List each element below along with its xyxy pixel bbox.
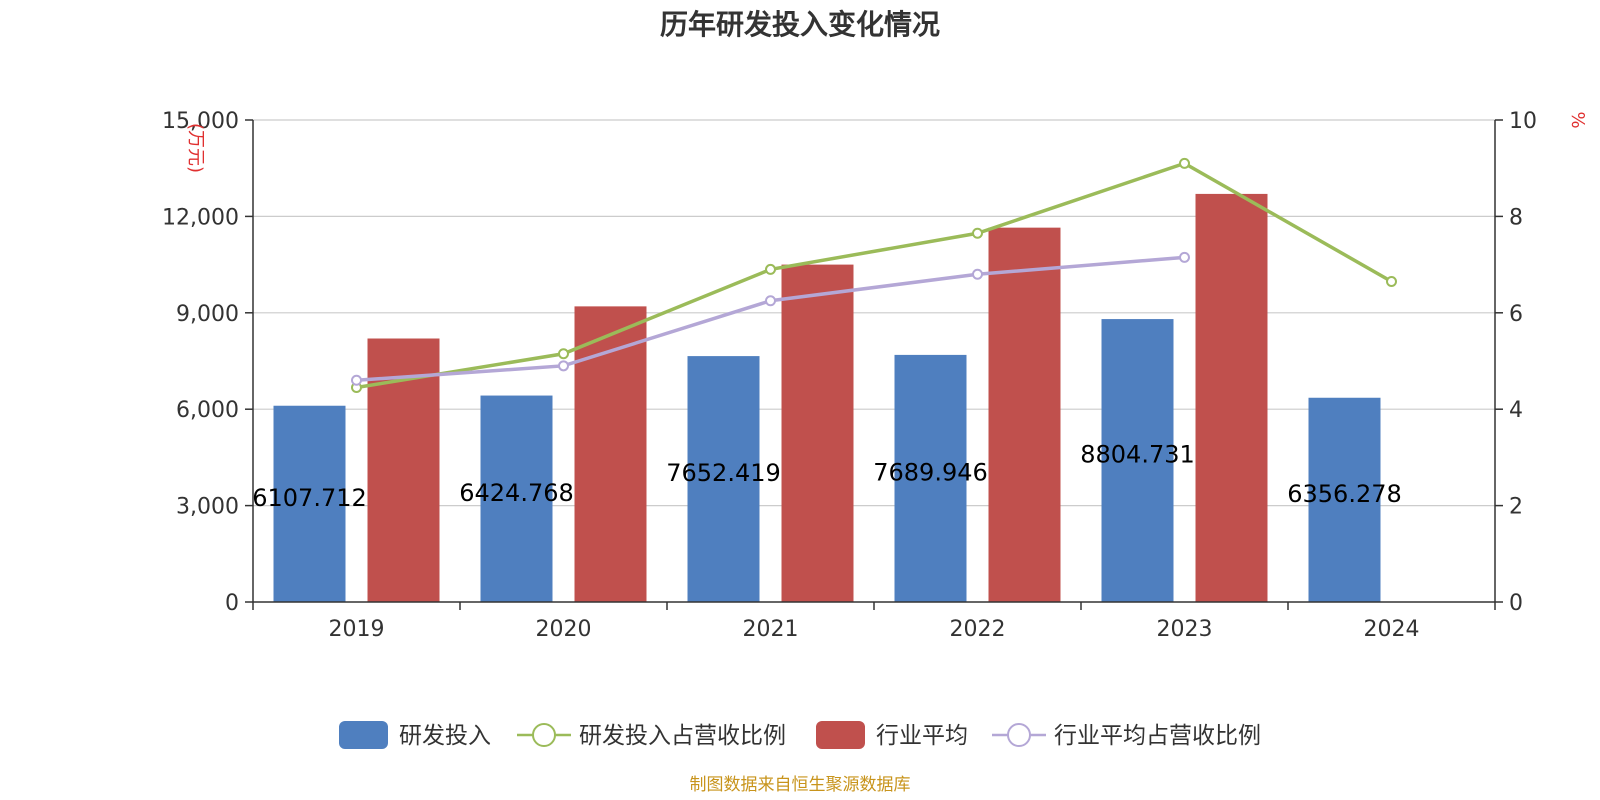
bar-rd-investment <box>687 356 760 602</box>
legend-swatch-0 <box>339 721 388 749</box>
left-axis-tick-label: 3,000 <box>176 495 239 520</box>
line-point <box>558 360 569 372</box>
legend-swatch-2 <box>816 721 865 749</box>
axes: 0 3,000 6,000 9,000 12,000 15,000 0 2 4 6 8 10 (万元)%… <box>162 109 1588 642</box>
bar-labels: 6107.712 6424.768 7652.419 7689.946 8804.731… <box>252 441 1402 512</box>
line-rd-ratio <box>356 161 1393 390</box>
bar-value-label: 6356.278 <box>1287 480 1402 508</box>
right-axis-tick-label: 4 <box>1509 398 1523 423</box>
bar-industry-average <box>1195 193 1268 602</box>
left-axis-tick-label: 6,000 <box>176 398 239 423</box>
line-point <box>558 348 569 360</box>
bar-rd-investment <box>1101 319 1174 602</box>
legend-marker-3 <box>1007 723 1031 747</box>
left-axis-tick-label: 0 <box>225 591 239 616</box>
right-axis-unit: % <box>1567 111 1588 128</box>
bar-rd-investment <box>273 405 346 602</box>
right-axis-tick-label: 6 <box>1509 302 1523 327</box>
bar-value-label: 8804.731 <box>1080 441 1195 469</box>
legend[interactable]: 研发投入 研发投入占营收比例 行业平均 行业平均占营收比例 <box>339 721 1261 749</box>
line-point <box>765 263 776 275</box>
left-axis-tick-label: 12,000 <box>162 205 239 230</box>
legend-marker-1 <box>532 723 556 747</box>
legend-label: 行业平均占营收比例 <box>1054 723 1261 749</box>
x-axis-tick-label: 2023 <box>1157 617 1213 642</box>
right-axis-tick-label: 8 <box>1509 205 1523 230</box>
bar-rd-investment <box>894 354 967 602</box>
left-axis-tick-label: 9,000 <box>176 302 239 327</box>
bar-value-label: 6424.768 <box>459 479 574 507</box>
bar-value-label: 7689.946 <box>873 458 988 486</box>
x-axis-tick-label: 2020 <box>536 617 592 642</box>
bar-industry-average <box>574 306 647 602</box>
legend-label: 研发投入占营收比例 <box>579 723 786 749</box>
source-note: 制图数据来自恒生聚源数据库 <box>690 775 911 795</box>
left-axis-unit: (万元) <box>185 123 206 173</box>
x-axis-tick-label: 2021 <box>743 617 799 642</box>
right-axis-tick-label: 2 <box>1509 495 1523 520</box>
bar-value-label: 6107.712 <box>252 484 367 512</box>
line-point <box>765 295 776 307</box>
bar-industry-average <box>988 227 1061 602</box>
line-point <box>972 227 983 239</box>
lines <box>351 157 1397 394</box>
line-point <box>972 268 983 280</box>
line-point <box>1179 251 1190 263</box>
legend-label: 行业平均 <box>876 723 968 749</box>
x-axis-tick-label: 2019 <box>329 617 385 642</box>
x-axis-tick-label: 2022 <box>950 617 1006 642</box>
bar-rd-investment <box>480 395 553 602</box>
chart-title: 历年研发投入变化情况 <box>660 8 940 41</box>
bar-rd-investment <box>1308 397 1381 602</box>
right-axis-tick-label: 0 <box>1509 591 1523 616</box>
bar-value-label: 7652.419 <box>666 459 781 487</box>
legend-label: 研发投入 <box>399 723 491 749</box>
x-axis-tick-label: 2024 <box>1364 617 1420 642</box>
left-axis-tick-label: 15,000 <box>162 109 239 134</box>
line-point <box>1179 157 1190 169</box>
bar-industry-average <box>781 264 854 602</box>
line-point <box>1386 275 1397 287</box>
bars <box>273 193 1381 602</box>
grid <box>253 119 1495 507</box>
right-axis-tick-label: 10 <box>1509 109 1537 134</box>
line-point <box>351 374 362 386</box>
